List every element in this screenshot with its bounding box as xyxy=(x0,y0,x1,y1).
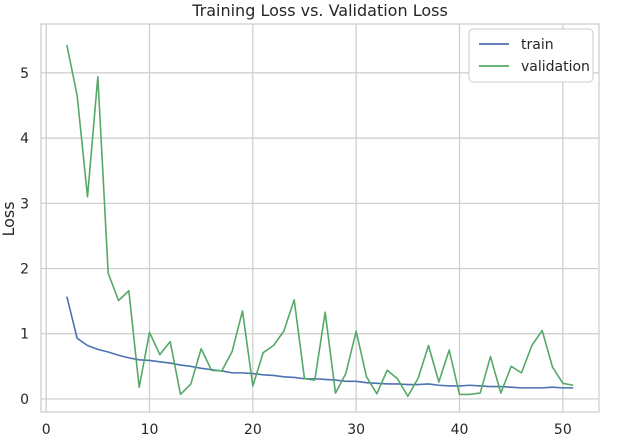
plot-frame xyxy=(40,23,600,413)
legend-label-train: train xyxy=(521,37,554,53)
x-tick-label-10: 10 xyxy=(141,422,159,438)
x-tick-label-30: 30 xyxy=(347,422,365,438)
y-tick-label-1: 1 xyxy=(20,327,29,343)
legend: train validation xyxy=(468,28,594,83)
y-tick-label-0: 0 xyxy=(20,392,29,408)
legend-label-validation: validation xyxy=(521,59,590,75)
y-tick-label-4: 4 xyxy=(20,131,29,147)
gridlines xyxy=(41,24,599,412)
x-tick-label-20: 20 xyxy=(244,422,262,438)
legend-box xyxy=(468,28,594,83)
series-lines xyxy=(66,44,574,398)
tick-labels: 0 10 20 30 40 50 0 1 2 3 4 5 xyxy=(20,66,572,438)
y-tick-label-2: 2 xyxy=(20,262,29,278)
y-axis-label: Loss xyxy=(0,201,18,236)
x-tick-label-0: 0 xyxy=(42,422,51,438)
chart-title: Training Loss vs. Validation Loss xyxy=(191,1,448,20)
series-line-validation xyxy=(66,44,574,398)
y-tick-label-5: 5 xyxy=(20,66,29,82)
x-tick-label-50: 50 xyxy=(554,422,572,438)
series-line-train xyxy=(66,296,574,389)
y-tick-label-3: 3 xyxy=(20,196,29,212)
x-tick-label-40: 40 xyxy=(451,422,469,438)
